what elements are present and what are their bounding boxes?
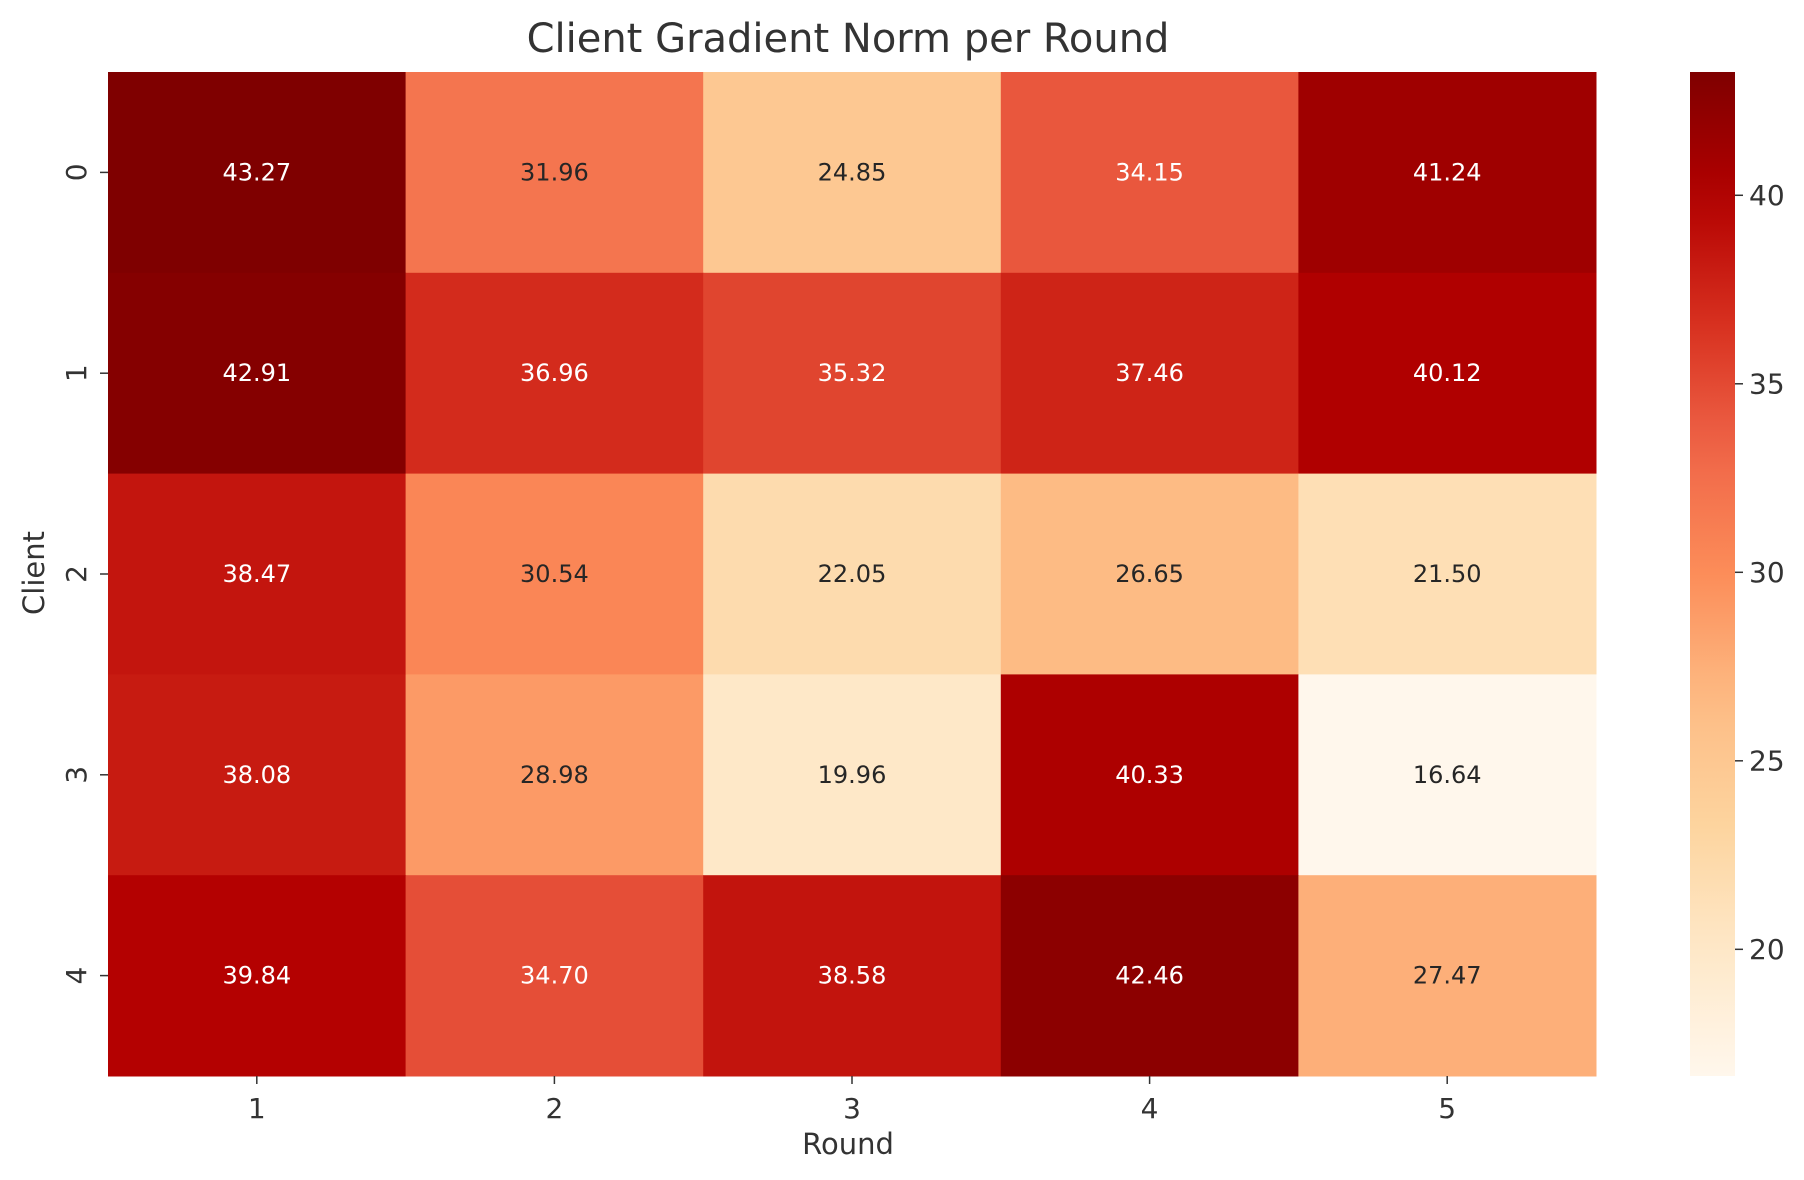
- heatmap-cell: [703, 272, 1002, 475]
- cell-value-label: 16.64: [1413, 761, 1482, 789]
- chart-title: Client Gradient Norm per Round: [527, 16, 1170, 62]
- heatmap-cell: [1298, 473, 1597, 675]
- heatmap-cell: [1298, 674, 1597, 876]
- cell-value-label: 41.24: [1413, 158, 1482, 186]
- heatmap-cell: [405, 272, 704, 475]
- colorbar: [1690, 72, 1735, 1076]
- cell-value-label: 34.15: [1115, 158, 1184, 186]
- colorbar-tick-label: 20: [1749, 933, 1785, 966]
- cell-value-label: 38.08: [222, 761, 291, 789]
- x-tick-label: 3: [843, 1092, 861, 1125]
- cell-value-label: 39.84: [222, 962, 291, 990]
- heatmap-cell: [108, 473, 407, 675]
- cell-value-label: 38.47: [222, 560, 291, 588]
- heatmap-cell: [1000, 473, 1299, 675]
- cell-value-label: 37.46: [1115, 359, 1184, 387]
- heatmap-cell: [703, 72, 1002, 274]
- x-tick-label: 4: [1141, 1092, 1159, 1125]
- y-axis: 0 1 2 3 4: [60, 163, 108, 985]
- heatmap-cell: [703, 674, 1002, 876]
- y-tick-label: 1: [60, 364, 93, 382]
- cell-value-label: 26.65: [1115, 560, 1184, 588]
- heatmap-cell: [405, 72, 704, 274]
- heatmap-cell: [405, 674, 704, 876]
- cell-value-label: 40.33: [1115, 761, 1184, 789]
- cell-value-label: 40.12: [1413, 359, 1482, 387]
- y-axis-label: Client: [17, 531, 51, 615]
- heatmap-cell: [405, 473, 704, 675]
- heatmap-cell: [1000, 875, 1299, 1077]
- heatmap-cell: [703, 473, 1002, 675]
- cell-value-label: 42.46: [1115, 962, 1184, 990]
- x-tick-label: 5: [1438, 1092, 1456, 1125]
- cell-value-label: 28.98: [520, 761, 589, 789]
- y-tick-label: 4: [60, 967, 93, 985]
- cell-value-label: 24.85: [818, 158, 887, 186]
- cell-value-label: 27.47: [1413, 962, 1482, 990]
- colorbar-tick-label: 40: [1749, 179, 1785, 212]
- heatmap-cell: [703, 875, 1002, 1077]
- cell-value-label: 43.27: [222, 158, 291, 186]
- heatmap-cell: [1000, 674, 1299, 876]
- heatmap-cell: [1298, 272, 1597, 475]
- x-axis-label: Round: [802, 1127, 894, 1161]
- heatmap-cell: [108, 272, 407, 475]
- cell-value-label: 21.50: [1413, 560, 1482, 588]
- heatmap-cell: [1298, 72, 1597, 274]
- x-tick-label: 2: [545, 1092, 563, 1125]
- heatmap-cells: 43.27 31.96 24.85 34.15 41.24 42.91 36.96 35.32…: [108, 72, 1597, 1077]
- heatmap-cell: [1298, 875, 1597, 1077]
- cell-value-label: 22.05: [818, 560, 887, 588]
- heatmap-cell: [108, 72, 407, 274]
- colorbar-ticks: 20 25 30 35 40: [1735, 179, 1785, 966]
- heatmap-cell: [108, 674, 407, 876]
- heatmap-cell: [108, 875, 407, 1077]
- x-tick-label: 1: [248, 1092, 266, 1125]
- colorbar-tick-label: 30: [1749, 556, 1785, 589]
- cell-value-label: 36.96: [520, 359, 589, 387]
- y-tick-label: 2: [60, 565, 93, 583]
- cell-value-label: 35.32: [818, 359, 887, 387]
- cell-value-label: 31.96: [520, 158, 589, 186]
- y-tick-label: 3: [60, 766, 93, 784]
- heatmap-cell: [1000, 72, 1299, 274]
- heatmap-cell: [1000, 272, 1299, 475]
- cell-value-label: 30.54: [520, 560, 589, 588]
- colorbar-tick-label: 25: [1749, 744, 1785, 777]
- cell-value-label: 34.70: [520, 962, 589, 990]
- cell-value-label: 42.91: [222, 359, 291, 387]
- heatmap-cell: [405, 875, 704, 1077]
- cell-value-label: 19.96: [818, 761, 887, 789]
- cell-value-label: 38.58: [818, 962, 887, 990]
- colorbar-tick-label: 35: [1749, 367, 1785, 400]
- y-tick-label: 0: [60, 163, 93, 181]
- x-axis: 1 2 3 4 5: [248, 1076, 1456, 1125]
